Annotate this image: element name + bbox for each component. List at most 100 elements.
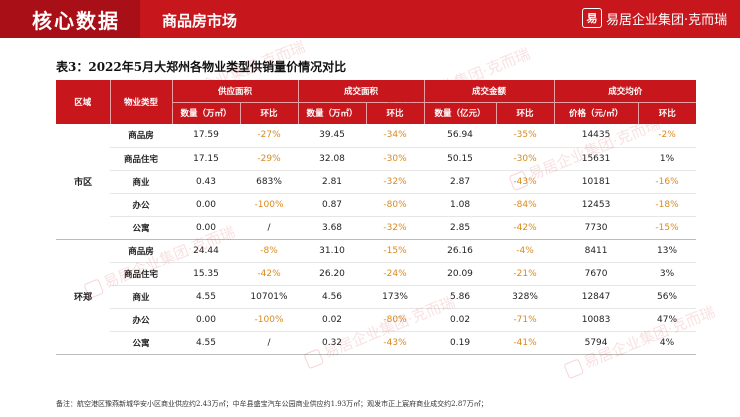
column-header: 数量（万㎡） <box>172 101 241 124</box>
data-table: 区域 物业类型 供应面积 成交面积 成交金额 成交均价 数量（万㎡） 环比 数量… <box>56 80 697 355</box>
logo-text: 易居企业集团·克而瑞 <box>606 12 728 28</box>
value-cell: 0.43 <box>172 170 240 194</box>
value-cell: 2.81 <box>298 170 367 194</box>
value-cell: 8411 <box>554 239 639 263</box>
change-cell: -100% <box>240 193 299 217</box>
change-cell: 683% <box>240 170 299 194</box>
value-cell: 4.56 <box>298 285 367 309</box>
region-cell: 环郑 <box>56 239 110 355</box>
value-cell: 24.44 <box>172 239 240 263</box>
value-cell: 15631 <box>554 147 639 171</box>
change-cell: 56% <box>638 285 697 309</box>
value-cell: 31.10 <box>298 239 367 263</box>
value-cell: 15.35 <box>172 262 240 286</box>
change-cell: / <box>240 331 299 355</box>
value-cell: 26.20 <box>298 262 367 286</box>
change-cell: 173% <box>366 285 425 309</box>
change-cell: -15% <box>366 239 425 263</box>
type-cell: 商业 <box>110 285 172 309</box>
column-header: 环比 <box>496 101 555 124</box>
type-cell: 办公 <box>110 193 172 217</box>
change-cell: -43% <box>366 331 425 355</box>
change-cell: -84% <box>496 193 555 217</box>
company-logo: 易 易居企业集团·克而瑞 <box>582 8 727 28</box>
change-cell: -30% <box>496 147 555 171</box>
change-cell: -35% <box>496 124 555 148</box>
type-cell: 公寓 <box>110 216 172 240</box>
value-cell: 1.08 <box>424 193 497 217</box>
type-cell: 公寓 <box>110 331 172 355</box>
change-cell: -15% <box>638 216 697 240</box>
value-cell: 5794 <box>554 331 639 355</box>
value-cell: 50.15 <box>424 147 497 171</box>
change-cell: -8% <box>240 239 299 263</box>
page-title: 核心数据 <box>32 9 120 33</box>
change-cell: -100% <box>240 308 299 332</box>
value-cell: 56.94 <box>424 124 497 148</box>
table-row: 市区 商品房 17.59 -27% 39.45 -34% 56.94 -35% 14435 -2% <box>56 124 697 240</box>
type-cell: 商业 <box>110 170 172 194</box>
value-cell: 39.45 <box>298 124 367 148</box>
value-cell: 7730 <box>554 216 639 240</box>
change-cell: 47% <box>638 308 697 332</box>
value-cell: 17.59 <box>172 124 240 148</box>
table-row: 商业 0.43 683% 2.81 -32% 2.87 -43% 10181 -16% <box>56 170 697 194</box>
value-cell: 5.86 <box>424 285 497 309</box>
change-cell: 10701% <box>240 285 299 309</box>
value-cell: 7670 <box>554 262 639 286</box>
value-cell: 0.00 <box>172 308 240 332</box>
table-row: 商品住宅 17.15 -29% 32.08 -30% 50.15 -30% 15631 1% <box>56 147 697 171</box>
change-cell: 3% <box>638 262 697 286</box>
column-group-deal-area: 成交面积 <box>298 80 425 102</box>
column-group-deal-amount: 成交金额 <box>424 80 555 102</box>
table-row: 商品住宅 15.35 -42% 26.20 -24% 20.09 -21% 7670 3% <box>56 262 697 286</box>
type-cell: 商品房 <box>110 239 172 263</box>
change-cell: 4% <box>638 331 697 355</box>
change-cell: -4% <box>496 239 555 263</box>
value-cell: 14435 <box>554 124 639 148</box>
change-cell: -43% <box>496 170 555 194</box>
change-cell: -71% <box>496 308 555 332</box>
change-cell: -30% <box>366 147 425 171</box>
column-header: 环比 <box>240 101 299 124</box>
column-header: 数量（万㎡） <box>298 101 367 124</box>
change-cell: 13% <box>638 239 697 263</box>
change-cell: -27% <box>240 124 299 148</box>
value-cell: 0.87 <box>298 193 367 217</box>
table-row: 公寓 4.55/0.32 -43% 0.19 -41% 5794 4% <box>56 331 697 355</box>
column-header-region: 区域 <box>56 80 111 124</box>
table-row: 办公 0.00 -100% 0.87 -80% 1.08 -84% 12453 -18% <box>56 193 697 217</box>
table-row: 办公 0.00 -100% 0.02 -80% 0.02 -71% 10083 47% <box>56 308 697 332</box>
change-cell: -29% <box>240 147 299 171</box>
column-header: 数量（亿元） <box>424 101 497 124</box>
value-cell: 3.68 <box>298 216 367 240</box>
header-title-block <box>0 0 140 38</box>
column-group-avg-price: 成交均价 <box>554 80 697 102</box>
value-cell: 0.00 <box>172 216 240 240</box>
value-cell: 0.19 <box>424 331 497 355</box>
value-cell: 0.00 <box>172 193 240 217</box>
value-cell: 4.55 <box>172 331 240 355</box>
column-header: 环比 <box>366 101 425 124</box>
change-cell: -32% <box>366 216 425 240</box>
change-cell: -32% <box>366 170 425 194</box>
value-cell: 26.16 <box>424 239 497 263</box>
header-bar: 核心数据 商品房市场 易 易居企业集团·克而瑞 <box>0 0 740 38</box>
change-cell: -24% <box>366 262 425 286</box>
table-caption: 表3：2022年5月大郑州各物业类型供销量价情况对比 <box>56 60 347 74</box>
value-cell: 20.09 <box>424 262 497 286</box>
type-cell: 商品房 <box>110 124 172 148</box>
change-cell: -41% <box>496 331 555 355</box>
value-cell: 12453 <box>554 193 639 217</box>
value-cell: 32.08 <box>298 147 367 171</box>
table-row: 环郑 商品房 24.44 -8% 31.10 -15% 26.16 -4% 8411 13% <box>56 239 697 355</box>
logo-mark-icon: 易 <box>582 8 602 28</box>
change-cell: -2% <box>638 124 697 148</box>
type-cell: 办公 <box>110 308 172 332</box>
section-title: 商品房市场 <box>162 12 238 30</box>
value-cell: 0.02 <box>298 308 367 332</box>
value-cell: 10083 <box>554 308 639 332</box>
value-cell: 2.87 <box>424 170 497 194</box>
header-row-groups: 区域 物业类型 供应面积 成交面积 成交金额 成交均价 <box>56 80 697 124</box>
change-cell: -80% <box>366 193 425 217</box>
